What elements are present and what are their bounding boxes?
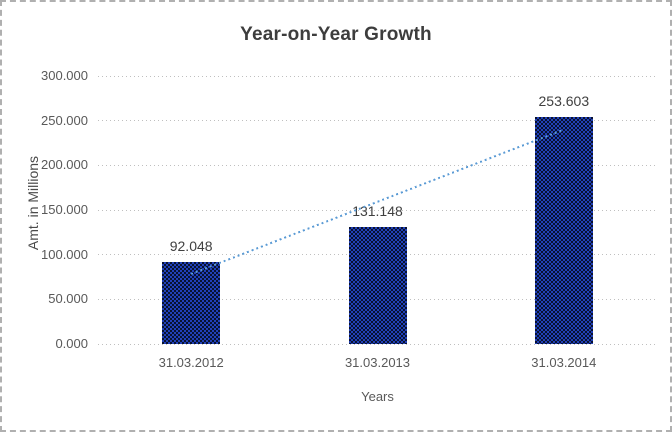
bar — [162, 261, 221, 344]
gridline — [98, 120, 657, 122]
x-axis-title: Years — [361, 389, 394, 404]
y-tick-label: 100.000 — [41, 246, 88, 262]
y-tick-label: 300.000 — [41, 68, 88, 83]
chart-title: Year-on-Year Growth — [240, 24, 432, 45]
y-tick-label: 200.000 — [41, 157, 88, 173]
bar — [348, 226, 407, 344]
bar — [534, 117, 593, 344]
bar-value-label: 92.048 — [169, 237, 213, 254]
gridline — [98, 343, 657, 345]
gridline — [98, 75, 657, 77]
gridline — [98, 164, 657, 166]
y-tick-label: 50.000 — [48, 291, 88, 307]
y-tick-label: 250.000 — [41, 112, 88, 128]
x-tick-label: 31.03.2013 — [344, 355, 411, 370]
y-tick-label: 0.000 — [55, 336, 88, 351]
x-tick-label: 31.03.2014 — [531, 355, 597, 370]
bar-value-label: 253.603 — [538, 93, 590, 110]
y-tick-label: 150.000 — [41, 202, 88, 217]
bar-value-label: 131.148 — [352, 202, 403, 219]
x-tick-label: 31.03.2012 — [158, 355, 224, 370]
gridline — [98, 209, 657, 211]
